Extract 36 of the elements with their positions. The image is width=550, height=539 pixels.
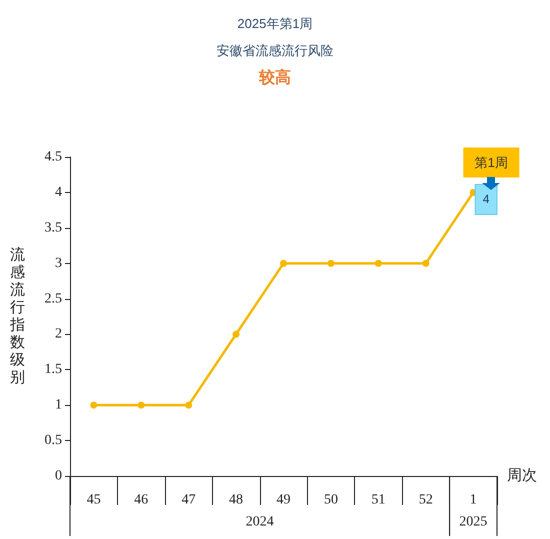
point [185,402,192,409]
x-tick-label: 51 [371,492,386,508]
x-tick-label: 49 [276,492,290,508]
point [280,260,287,267]
x-tick-label: 45 [86,492,101,508]
x-tick-label: 47 [182,492,196,508]
x-tick-label: 46 [134,492,148,508]
point [90,402,98,409]
x-tick-label: 52 [418,492,433,508]
point [327,260,334,267]
annotation: 第1周 [474,154,508,170]
x-axis-title: 周次 [507,468,537,484]
chart-subtitle: 安徽省流感流行风险 [216,43,334,58]
y-axis-title: 流感流行指数级别 [9,246,25,386]
y-tick-label: 2.5 [44,291,62,306]
x-tick-label: 48 [229,492,244,508]
text: 较高 [258,68,291,86]
point [138,402,145,409]
y-tick-label: 4.5 [44,150,62,164]
point [232,330,240,338]
chart-title: 2025年第1周 [237,16,313,31]
y-tick-label: 0 [55,468,62,484]
y-tick-label: 2 [55,326,62,342]
y-tick-label: 3 [55,256,62,271]
point [422,260,430,267]
y-tick-label: 4 [55,184,62,200]
y-tick-label: 1.5 [44,362,62,378]
text: 2024 [246,514,274,530]
text: 2025 [459,514,488,530]
point [374,260,382,267]
x-tick-label: 50 [324,492,338,508]
y-tick-label: 1 [55,398,62,413]
data-label: 4 [482,192,490,206]
y-tick-label: 0.5 [44,433,62,448]
y-tick-label: 3.5 [44,220,62,236]
x-tick-label: 1 [470,492,477,508]
